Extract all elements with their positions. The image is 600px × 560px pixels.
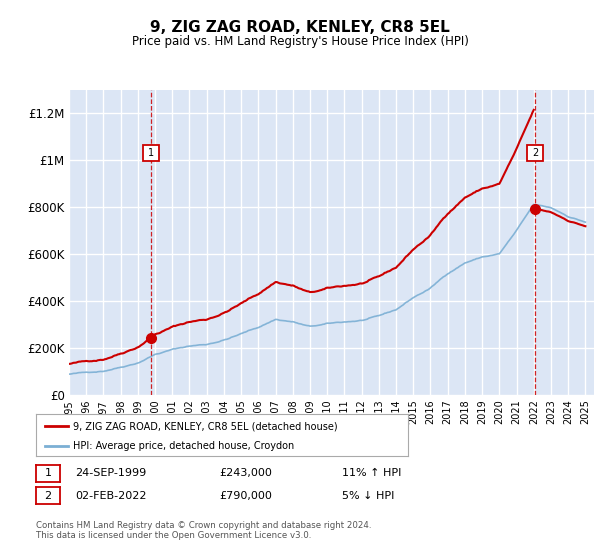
Text: 9, ZIG ZAG ROAD, KENLEY, CR8 5EL (detached house): 9, ZIG ZAG ROAD, KENLEY, CR8 5EL (detach… bbox=[73, 421, 338, 431]
Text: 1: 1 bbox=[44, 468, 52, 478]
Text: 11% ↑ HPI: 11% ↑ HPI bbox=[342, 468, 401, 478]
Text: 2: 2 bbox=[44, 491, 52, 501]
Text: HPI: Average price, detached house, Croydon: HPI: Average price, detached house, Croy… bbox=[73, 441, 295, 451]
Text: 1: 1 bbox=[148, 148, 154, 158]
Text: £243,000: £243,000 bbox=[219, 468, 272, 478]
Text: 2: 2 bbox=[532, 148, 538, 158]
Text: £790,000: £790,000 bbox=[219, 491, 272, 501]
Text: 5% ↓ HPI: 5% ↓ HPI bbox=[342, 491, 394, 501]
Text: 24-SEP-1999: 24-SEP-1999 bbox=[75, 468, 146, 478]
Text: 9, ZIG ZAG ROAD, KENLEY, CR8 5EL: 9, ZIG ZAG ROAD, KENLEY, CR8 5EL bbox=[150, 20, 450, 35]
Text: Contains HM Land Registry data © Crown copyright and database right 2024.
This d: Contains HM Land Registry data © Crown c… bbox=[36, 521, 371, 540]
Text: Price paid vs. HM Land Registry's House Price Index (HPI): Price paid vs. HM Land Registry's House … bbox=[131, 35, 469, 48]
Text: 02-FEB-2022: 02-FEB-2022 bbox=[75, 491, 146, 501]
